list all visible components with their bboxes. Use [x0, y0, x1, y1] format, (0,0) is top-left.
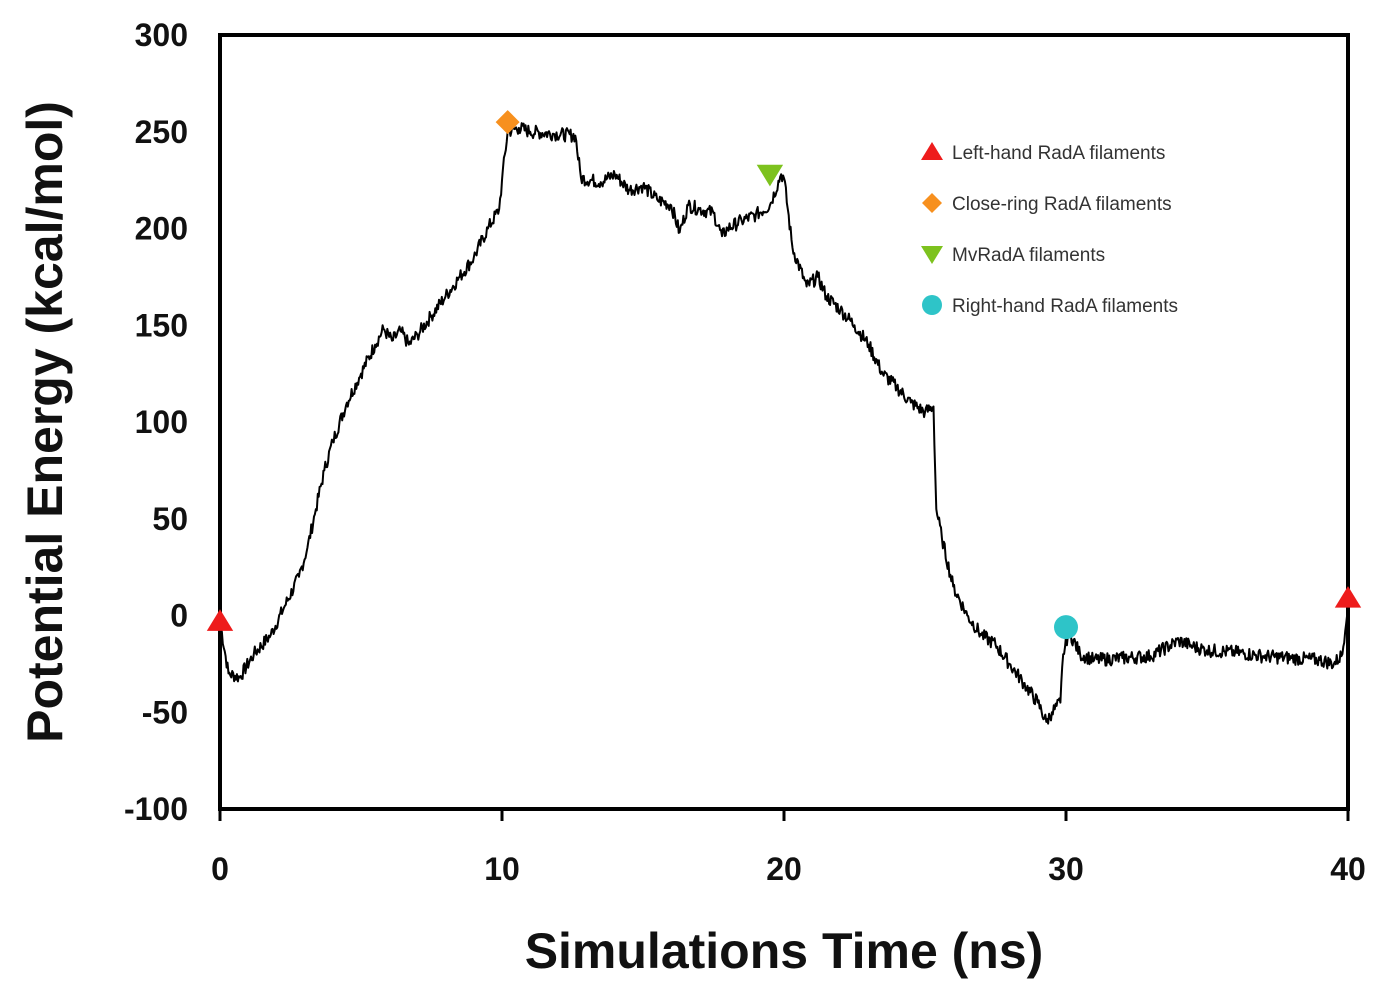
circle-marker: [1054, 615, 1078, 640]
legend-label: Close-ring RadA filaments: [952, 194, 1172, 215]
y-tick-label: 300: [135, 17, 188, 53]
x-tick-label: 0: [211, 851, 229, 887]
triangle-down-legend-icon: [921, 246, 943, 264]
x-tick-label: 20: [766, 851, 802, 887]
plot-frame: [218, 33, 1350, 811]
potential-energy-line: [219, 122, 1349, 725]
y-axis-ticks: -100 -50 0 50 100 150 200 250 300: [124, 17, 188, 827]
y-tick-label: 100: [135, 404, 188, 440]
x-tick-label: 30: [1048, 851, 1084, 887]
x-tick-label: 10: [484, 851, 520, 887]
y-tick-label: -100: [124, 791, 188, 827]
triangle-down-marker: [756, 164, 784, 187]
x-axis-title: Simulations Time (ns): [525, 923, 1044, 979]
triangle-up-marker: [206, 609, 234, 631]
circle-legend-icon: [922, 295, 942, 315]
legend-label: Right-hand RadA filaments: [952, 296, 1178, 317]
y-tick-label: -50: [142, 694, 188, 730]
x-axis-ticks: 0 10 20 30 40: [211, 809, 1366, 887]
diamond-legend-icon: [922, 193, 942, 213]
legend: Left-hand RadA filaments Close-ring RadA …: [921, 142, 1178, 317]
legend-label: Left-hand RadA filaments: [952, 143, 1165, 164]
y-tick-label: 150: [135, 307, 188, 343]
x-tick-label: 40: [1330, 851, 1366, 887]
event-markers: [206, 110, 1362, 640]
y-tick-label: 200: [135, 211, 188, 247]
y-axis-title: Potential Energy (kcal/mol): [17, 101, 73, 743]
triangle-up-legend-icon: [921, 142, 943, 160]
y-tick-label: 0: [170, 598, 188, 634]
y-tick-label: 50: [152, 501, 188, 537]
triangle-up-marker: [1334, 586, 1362, 608]
legend-label: MvRadA filaments: [952, 245, 1105, 266]
y-tick-label: 250: [135, 114, 188, 150]
diamond-marker: [495, 110, 520, 135]
